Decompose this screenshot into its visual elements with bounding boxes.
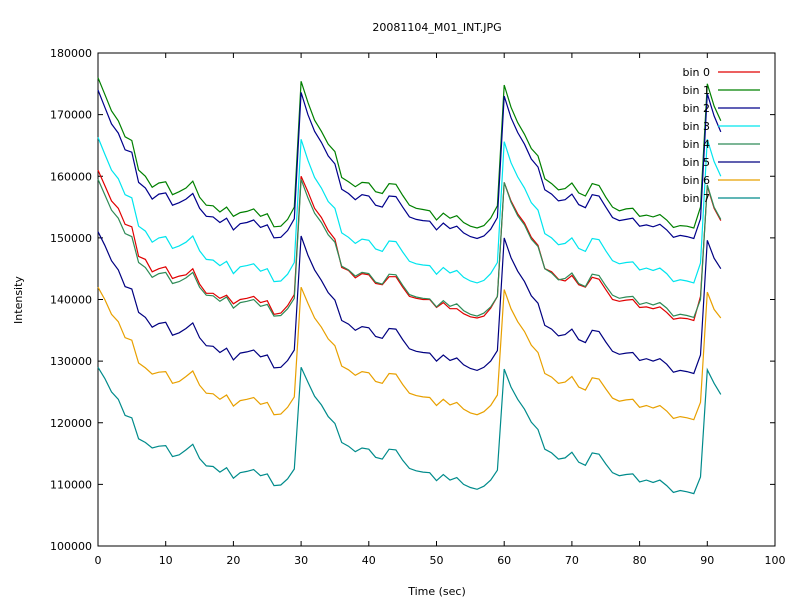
x-tick-label: 70 xyxy=(565,554,579,567)
x-tick-label: 50 xyxy=(430,554,444,567)
x-tick-label: 0 xyxy=(95,554,102,567)
y-tick-label: 140000 xyxy=(50,294,92,307)
y-tick-label: 180000 xyxy=(50,47,92,60)
series-line-bin-2 xyxy=(97,89,722,240)
plot-area-frame xyxy=(97,52,776,547)
legend-label: bin 0 xyxy=(682,66,710,79)
series-line-bin-4 xyxy=(97,179,722,319)
series-line-bin-3 xyxy=(97,137,722,284)
x-tick-label: 100 xyxy=(765,554,786,567)
legend-label: bin 4 xyxy=(682,138,710,151)
series-lines xyxy=(97,77,722,495)
x-tick-label: 90 xyxy=(700,554,714,567)
y-tick-label: 120000 xyxy=(50,417,92,430)
x-tick-label: 60 xyxy=(497,554,511,567)
legend-label: bin 2 xyxy=(682,102,710,115)
x-tick-label: 10 xyxy=(159,554,173,567)
series-line-bin-6 xyxy=(97,286,722,421)
legend-label: bin 6 xyxy=(682,174,710,187)
series-line-bin-0 xyxy=(97,169,722,322)
x-tick-label: 20 xyxy=(226,554,240,567)
series-line-bin-5 xyxy=(97,231,722,375)
x-tick-label: 40 xyxy=(362,554,376,567)
chart-title: 20081104_M01_INT.JPG xyxy=(372,21,501,34)
x-tick-label: 30 xyxy=(294,554,308,567)
y-tick-label: 160000 xyxy=(50,170,92,183)
y-tick-label: 110000 xyxy=(50,478,92,491)
legend: bin 0 bin 1 bin 2 bin 3 bin 4 bin 5 bin 6 bin 7 xyxy=(682,66,760,205)
x-axis-title: Time (sec) xyxy=(407,585,466,598)
axis-ticks: 0 10 20 30 40 50 60 70 80 90 100 100000 110000 120000… xyxy=(50,47,786,567)
y-axis-title: Intensity xyxy=(12,276,25,324)
x-tick-label: 80 xyxy=(633,554,647,567)
series-line-bin-1 xyxy=(97,77,722,229)
y-tick-label: 150000 xyxy=(50,232,92,245)
series-line-bin-7 xyxy=(97,366,722,495)
legend-label: bin 5 xyxy=(682,156,710,169)
legend-label: bin 3 xyxy=(682,120,710,133)
y-tick-label: 130000 xyxy=(50,355,92,368)
y-tick-label: 170000 xyxy=(50,109,92,122)
legend-label: bin 7 xyxy=(682,192,710,205)
legend-label: bin 1 xyxy=(682,84,710,97)
y-tick-label: 100000 xyxy=(50,540,92,553)
